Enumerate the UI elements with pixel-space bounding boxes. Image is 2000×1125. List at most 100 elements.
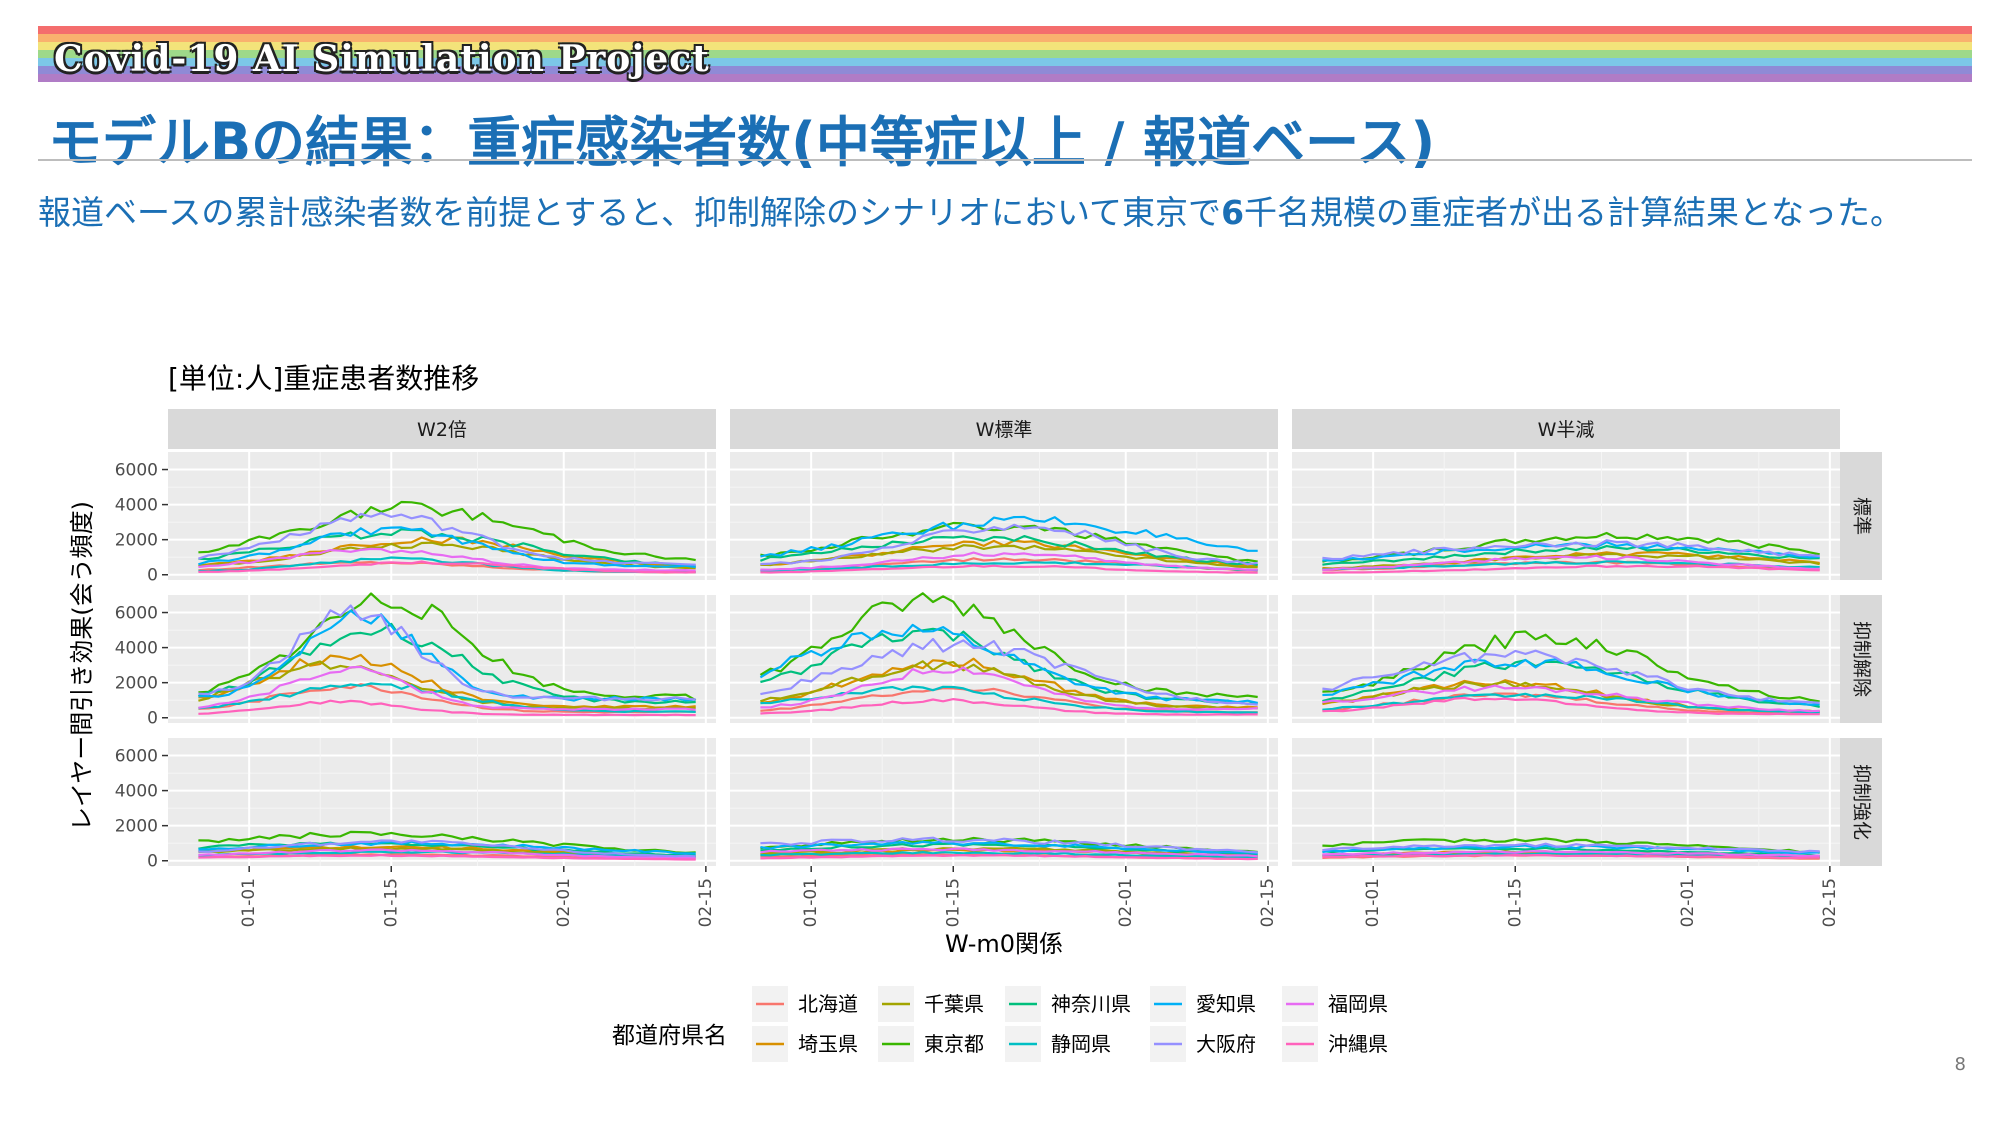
legend-label: 北海道 [798,992,858,1016]
rainbow-stripe [38,26,1972,34]
legend-label: 福岡県 [1328,992,1388,1016]
rainbow-stripe [38,42,1972,50]
series-line [1322,564,1820,574]
facet-panel [168,595,716,723]
series-line [198,547,696,572]
series-line [198,830,696,855]
y-tick-label: 4000 [115,782,158,802]
series-line [198,592,697,702]
series-line [760,544,1258,569]
panel-background [168,595,716,723]
y-tick-label: 6000 [115,604,158,624]
series-line [760,515,1258,558]
series-line [198,699,696,717]
series-line [760,564,1258,574]
y-tick-label: 2000 [115,817,158,837]
facet-label-row: 抑制解除 [1851,621,1873,697]
series-line [760,853,1258,861]
x-tick-label: 02-15 [1820,878,1840,927]
series-line [760,840,1258,855]
legend-label: 神奈川県 [1051,992,1131,1016]
series-line [198,665,696,712]
y-tick-label: 4000 [115,639,158,659]
rainbow-stripe [38,34,1972,42]
facet-panel [1292,738,1840,866]
facet-strip-column [168,409,716,449]
series-line [1322,544,1820,566]
series-line [198,839,696,858]
series-line [1322,554,1820,571]
series-line [1322,696,1820,716]
series-line [1322,649,1820,704]
series-line [760,666,1258,711]
title-divider [38,159,1972,161]
series-line [1322,630,1820,703]
x-tick-label: 02-01 [1116,878,1136,927]
series-line [198,560,696,574]
y-tick-label: 2000 [115,531,158,551]
series-line [760,637,1258,706]
y-tick-label: 4000 [115,496,158,516]
rainbow-stripe [38,74,1972,82]
series-line [760,660,1258,710]
facet-strip-column [730,409,1278,449]
y-tick-label: 0 [147,709,158,729]
series-line [760,850,1258,859]
x-tick-label: 01-15 [1505,878,1525,927]
x-tick-label: 01-15 [381,878,401,927]
series-line [760,551,1258,571]
rainbow-stripe [38,50,1972,58]
series-line [760,836,1258,854]
x-tick-label: 01-15 [943,878,963,927]
series-line [760,523,1258,566]
x-tick-label: 02-15 [696,878,716,927]
series-line [760,847,1258,858]
facet-strip-row [1840,738,1882,866]
subtitle-highlight: 6 [1221,193,1245,232]
series-line [1322,539,1820,561]
series-line [198,848,696,860]
series-line [760,685,1258,714]
subtitle-text-end: 千名規模の重症者が出る計算結果となった。 [1244,193,1904,232]
facet-label-column: W半減 [1538,419,1595,441]
legend-label: 静岡県 [1051,1032,1111,1056]
y-tick-label: 0 [147,566,158,586]
series-line [1322,842,1820,854]
series-line [198,853,696,861]
series-line [198,682,696,714]
series-line [1322,846,1820,858]
series-line [759,592,1258,699]
series-line [1322,844,1820,855]
y-tick-label: 2000 [115,674,158,694]
y-tick-label: 6000 [115,461,158,481]
chart-title: [単位:人]重症患者数推移 [168,362,479,395]
y-tick-label: 6000 [115,747,158,767]
series-line [1322,684,1820,713]
page-number: 8 [1954,1054,1966,1075]
panel-background [730,595,1278,723]
x-tick-label: 01-01 [1363,878,1383,927]
facet-strip-row [1840,452,1882,580]
panel-background [1292,595,1840,723]
legend-label: 東京都 [924,1032,984,1056]
x-tick-label: 02-01 [554,878,574,927]
page-subtitle: 報道ベースの累計感染者数を前提とすると、抑制解除のシナリオにおいて東京で6千名規… [38,188,1938,238]
facet-label-row: 抑制強化 [1851,764,1873,840]
rainbow-stripe [38,66,1972,74]
x-tick-label: 02-15 [1258,878,1278,927]
facet-label-column: W標準 [976,419,1033,441]
legend-label: 埼玉県 [798,1032,858,1056]
facet-panel [168,452,716,580]
panel-background [1292,738,1840,866]
series-line [760,697,1258,716]
x-tick-label: 01-01 [239,878,259,927]
series-line [759,623,1258,705]
x-tick-label: 01-01 [801,878,821,927]
x-axis-title: W-m0関係 [945,930,1063,958]
facet-label-column: W2倍 [417,419,467,441]
legend-label: 大阪府 [1196,1032,1256,1056]
rainbow-stripe [38,58,1972,66]
series-line [198,511,696,566]
y-axis-title: レイヤー間引き効果(会う頻度) [68,501,96,831]
